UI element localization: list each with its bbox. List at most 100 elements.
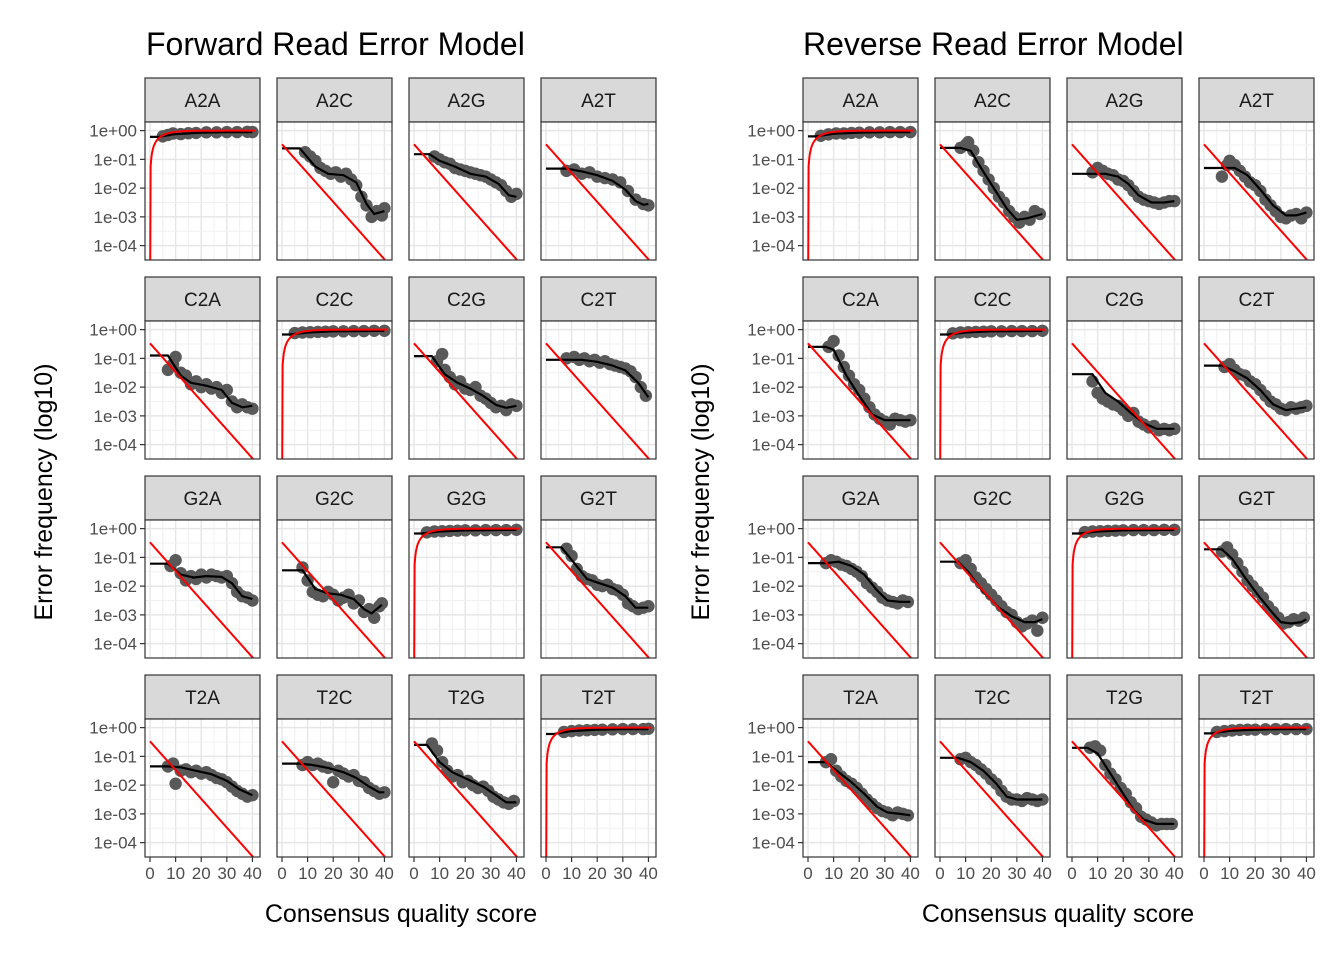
reverse-panel-c2c-plot-area: [939, 324, 1049, 459]
forward-panel-g2a-y-tick-label-3: 1e-03: [94, 606, 137, 625]
reverse-panel-t2g-x-tick-label-3: 30: [1139, 864, 1158, 883]
forward-panel-t2c-strip-label: T2C: [317, 688, 353, 709]
reverse-panel-a2a-y-tick-label-1: 1e-01: [752, 150, 795, 169]
reverse-panel-g2g-strip-label: G2G: [1104, 489, 1144, 510]
forward-panel-g2c-strip-label: G2C: [315, 489, 354, 510]
forward-panel-g2g-fitted-line: [414, 528, 517, 535]
reverse-panel-g2t-plot-area: [1203, 541, 1311, 658]
reverse-x-axis-title: Consensus quality score: [922, 900, 1194, 928]
forward-panel-a2t-strip: [540, 77, 657, 123]
forward-panel-a2c: A2C: [276, 77, 393, 261]
reverse-panel-t2t-x-tick-label-3: 30: [1271, 864, 1290, 883]
forward-panel-a2t-nominal-line: [545, 143, 651, 260]
reverse-panel-c2c-nominal-line: [939, 328, 1046, 459]
reverse-panel-a2a-nominal-line: [807, 129, 914, 260]
reverse-panel-g2c: G2C: [934, 475, 1051, 659]
reverse-panel-a2a: A2A 1e+00 1e-01 1e-02 1e-03 1e-04: [747, 77, 919, 261]
forward-panel-a2a-y-tick-label-1: 1e-01: [94, 150, 137, 169]
forward-panel-g2a-strip: [144, 475, 261, 521]
forward-panel-a2a-border: [144, 121, 261, 261]
reverse-panel-t2c-x-tick-label-1: 10: [956, 864, 975, 883]
reverse-panel-t2c-x-tick-label-2: 20: [982, 864, 1001, 883]
forward-panel-a2t-fitted-line: [546, 167, 649, 206]
forward-panel-c2t-fitted-line: [546, 358, 650, 398]
reverse-panel-c2c-border: [934, 320, 1051, 460]
reverse-panel-a2a-background: [803, 122, 918, 260]
reverse-panel-g2t-nominal-line: [1203, 541, 1309, 658]
reverse-panel-c2c-strip-label: C2C: [973, 290, 1011, 311]
reverse-panel-a2c-point-3: [967, 144, 980, 157]
reverse-panel-c2a-strip-label: C2A: [842, 290, 879, 311]
forward-panel-c2c-fitted-line: [282, 329, 385, 336]
reverse-panel-c2a-point-16: [904, 413, 917, 427]
reverse-panel-a2t-strip: [1198, 77, 1315, 123]
forward-panel-c2c-point-10: [378, 324, 391, 337]
forward-panel-t2c-plot-area: [281, 740, 391, 857]
forward-panel-g2g-border: [408, 519, 525, 659]
forward-panel-c2t-point-13: [629, 370, 642, 384]
forward-panel-t2g-fitted-line: [414, 743, 517, 804]
forward-panel-t2g-point-16: [507, 794, 521, 808]
reverse-panel-g2c-nominal-line: [939, 541, 1045, 658]
reverse-panel-c2c-fitted-line: [940, 329, 1043, 336]
reverse-panel-g2a-y-tick-label-0: 1e+00: [747, 520, 795, 539]
reverse-panel-g2g-fitted-line: [1072, 528, 1175, 535]
forward-panel-t2g-x-tick-label-3: 30: [481, 864, 500, 883]
reverse-panel-a2a-y-tick-label-4: 1e-04: [752, 237, 795, 256]
forward-panel-t2t-background: [541, 719, 656, 857]
forward-panel-g2c-point-11: [352, 594, 366, 607]
forward-panel-t2g-x-tick-label-4: 40: [507, 864, 526, 883]
forward-panel-t2t-fitted-line: [546, 728, 649, 736]
forward-panel-c2a-plot-area: [149, 342, 259, 459]
forward-panel-a2c-fitted-line: [282, 147, 385, 216]
forward-panel-g2a-y-tick-label-2: 1e-02: [94, 577, 137, 596]
reverse-panel-t2a-x-tick-label-1: 10: [824, 864, 843, 883]
forward-panel-c2a-strip-label: C2A: [184, 290, 221, 311]
reverse-panel-t2g-strip: [1066, 674, 1183, 720]
forward-panel-t2t-plot-area: [545, 722, 655, 857]
forward-panel-c2t-strip-label: C2T: [581, 290, 617, 311]
reverse-panel-t2c-x-tick-label-3: 30: [1007, 864, 1026, 883]
reverse-panel-c2t-border: [1198, 320, 1315, 460]
forward-panel-c2c-strip: [276, 276, 393, 322]
reverse-panel-t2g: T2G 0 10 20 30 40: [1066, 674, 1184, 883]
reverse-panel-c2c-point-10: [1036, 324, 1049, 337]
forward-panel-c2g-strip: [408, 276, 525, 322]
forward-panel-t2t-x-tick-label-1: 10: [562, 864, 581, 883]
reverse-panel-t2a-nominal-line: [807, 740, 913, 857]
reverse-panel-t2a-y-tick-label-2: 1e-02: [752, 776, 795, 795]
forward-panel-g2t-border: [540, 519, 657, 659]
reverse-panel-g2a-gridlines: [803, 520, 918, 658]
reverse-panel-g2c-border: [934, 519, 1051, 659]
forward-panel-t2t: T2T 0 10 20 30 40: [540, 674, 658, 883]
forward-panel-a2t-border: [540, 121, 657, 261]
forward-panel-a2g-nominal-line: [413, 143, 519, 260]
forward-panel-g2t-strip-label: G2T: [580, 489, 617, 510]
forward-panel-g2t-plot-area: [545, 541, 655, 658]
forward-panel-c2a-y-tick-label-0: 1e+00: [89, 321, 137, 340]
reverse-panel-t2a-x-tick-label-4: 40: [901, 864, 920, 883]
reverse-panel-t2t-strip-label: T2T: [1240, 688, 1274, 709]
reverse-panel-c2g-nominal-line: [1071, 342, 1177, 459]
reverse-panel-a2g-nominal-line: [1071, 143, 1177, 260]
reverse-panel-a2c-nominal-line: [939, 143, 1045, 260]
reverse-panel-g2c-point-16: [1036, 611, 1049, 624]
forward-panel-a2c-background: [277, 122, 392, 260]
reverse-panel-a2a-fitted-line: [808, 131, 911, 138]
forward-chart-title: Forward Read Error Model: [146, 26, 525, 62]
forward-panel-t2a-y-tick-label-2: 1e-02: [94, 776, 137, 795]
forward-panel-g2c-strip: [276, 475, 393, 521]
reverse-panel-c2a-y-tick-label-4: 1e-04: [752, 436, 795, 455]
reverse-panel-a2g-fitted-line: [1072, 172, 1175, 204]
forward-panel-a2a-point-11: [246, 125, 259, 139]
reverse-panel-t2a-border: [802, 718, 919, 858]
forward-panel-t2t-strip-label: T2T: [582, 688, 616, 709]
reverse-panel-a2g-point-16: [1168, 194, 1181, 208]
reverse-panel-a2g-strip: [1066, 77, 1183, 123]
reverse-panel-a2g: A2G: [1066, 77, 1183, 261]
forward-facet-grid: A2A 1e+00 1e-01 1e-02 1e-03 1e-04 A2C A2G A2T C2A…: [89, 77, 658, 883]
reverse-panel-g2g-border: [1066, 519, 1183, 659]
reverse-panel-t2g-x-tick-label-1: 10: [1088, 864, 1107, 883]
forward-panel-g2a-background: [145, 520, 260, 658]
forward-panel-c2t-point-15: [639, 389, 653, 402]
